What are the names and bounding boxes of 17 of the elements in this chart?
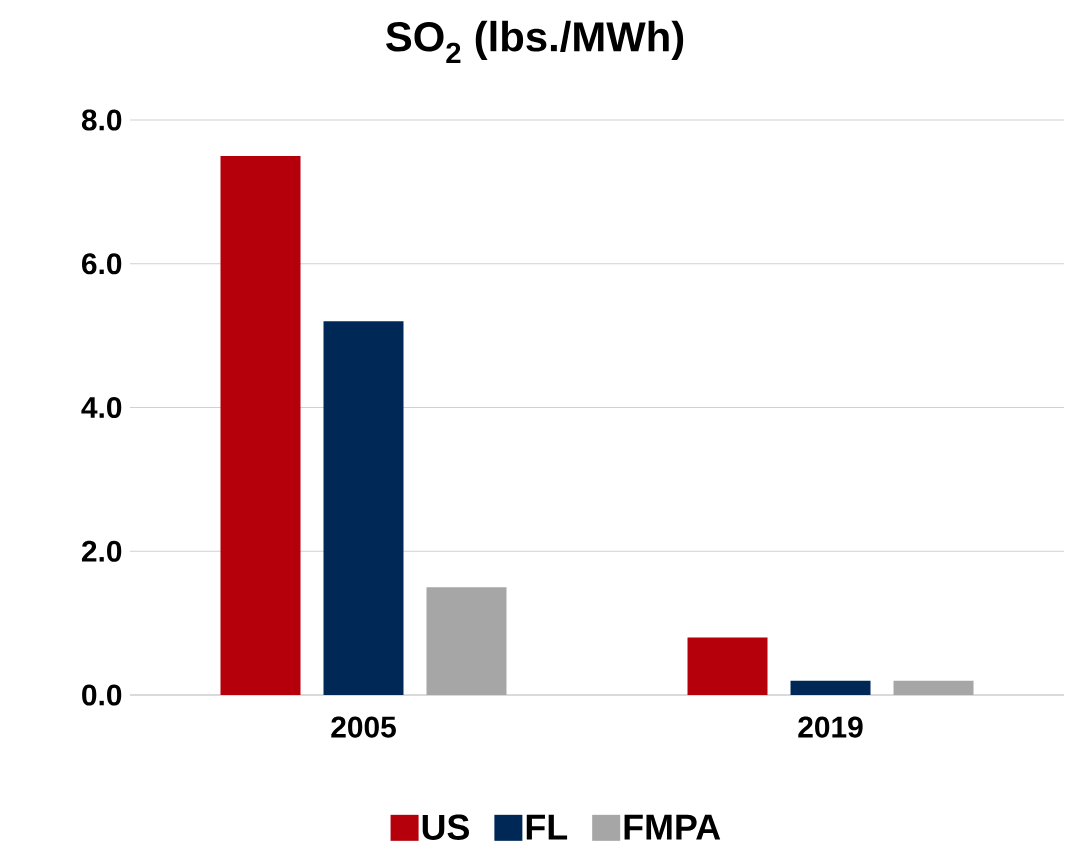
y-tick-label: 4.0 — [81, 396, 122, 419]
bar — [220, 155, 301, 695]
bar — [426, 587, 507, 695]
y-tick-label: 8.0 — [81, 109, 122, 131]
bar — [687, 637, 768, 695]
bar — [893, 680, 974, 695]
bar — [790, 680, 871, 695]
bar — [323, 321, 404, 695]
y-tick-label: 6.0 — [82, 253, 122, 275]
y-tick-label: 0.0 — [82, 684, 122, 706]
x-tick-label: 2019 — [798, 716, 863, 738]
y-tick-label: 2.0 — [81, 540, 122, 562]
legend-label: US — [422, 814, 469, 840]
chart-title: SO$_{2}$ (lbs./MWh) — [386, 20, 684, 64]
legend-label: FMPA — [624, 814, 721, 840]
legend-label: FL — [526, 814, 568, 840]
x-tick-label: 2005 — [331, 716, 396, 738]
